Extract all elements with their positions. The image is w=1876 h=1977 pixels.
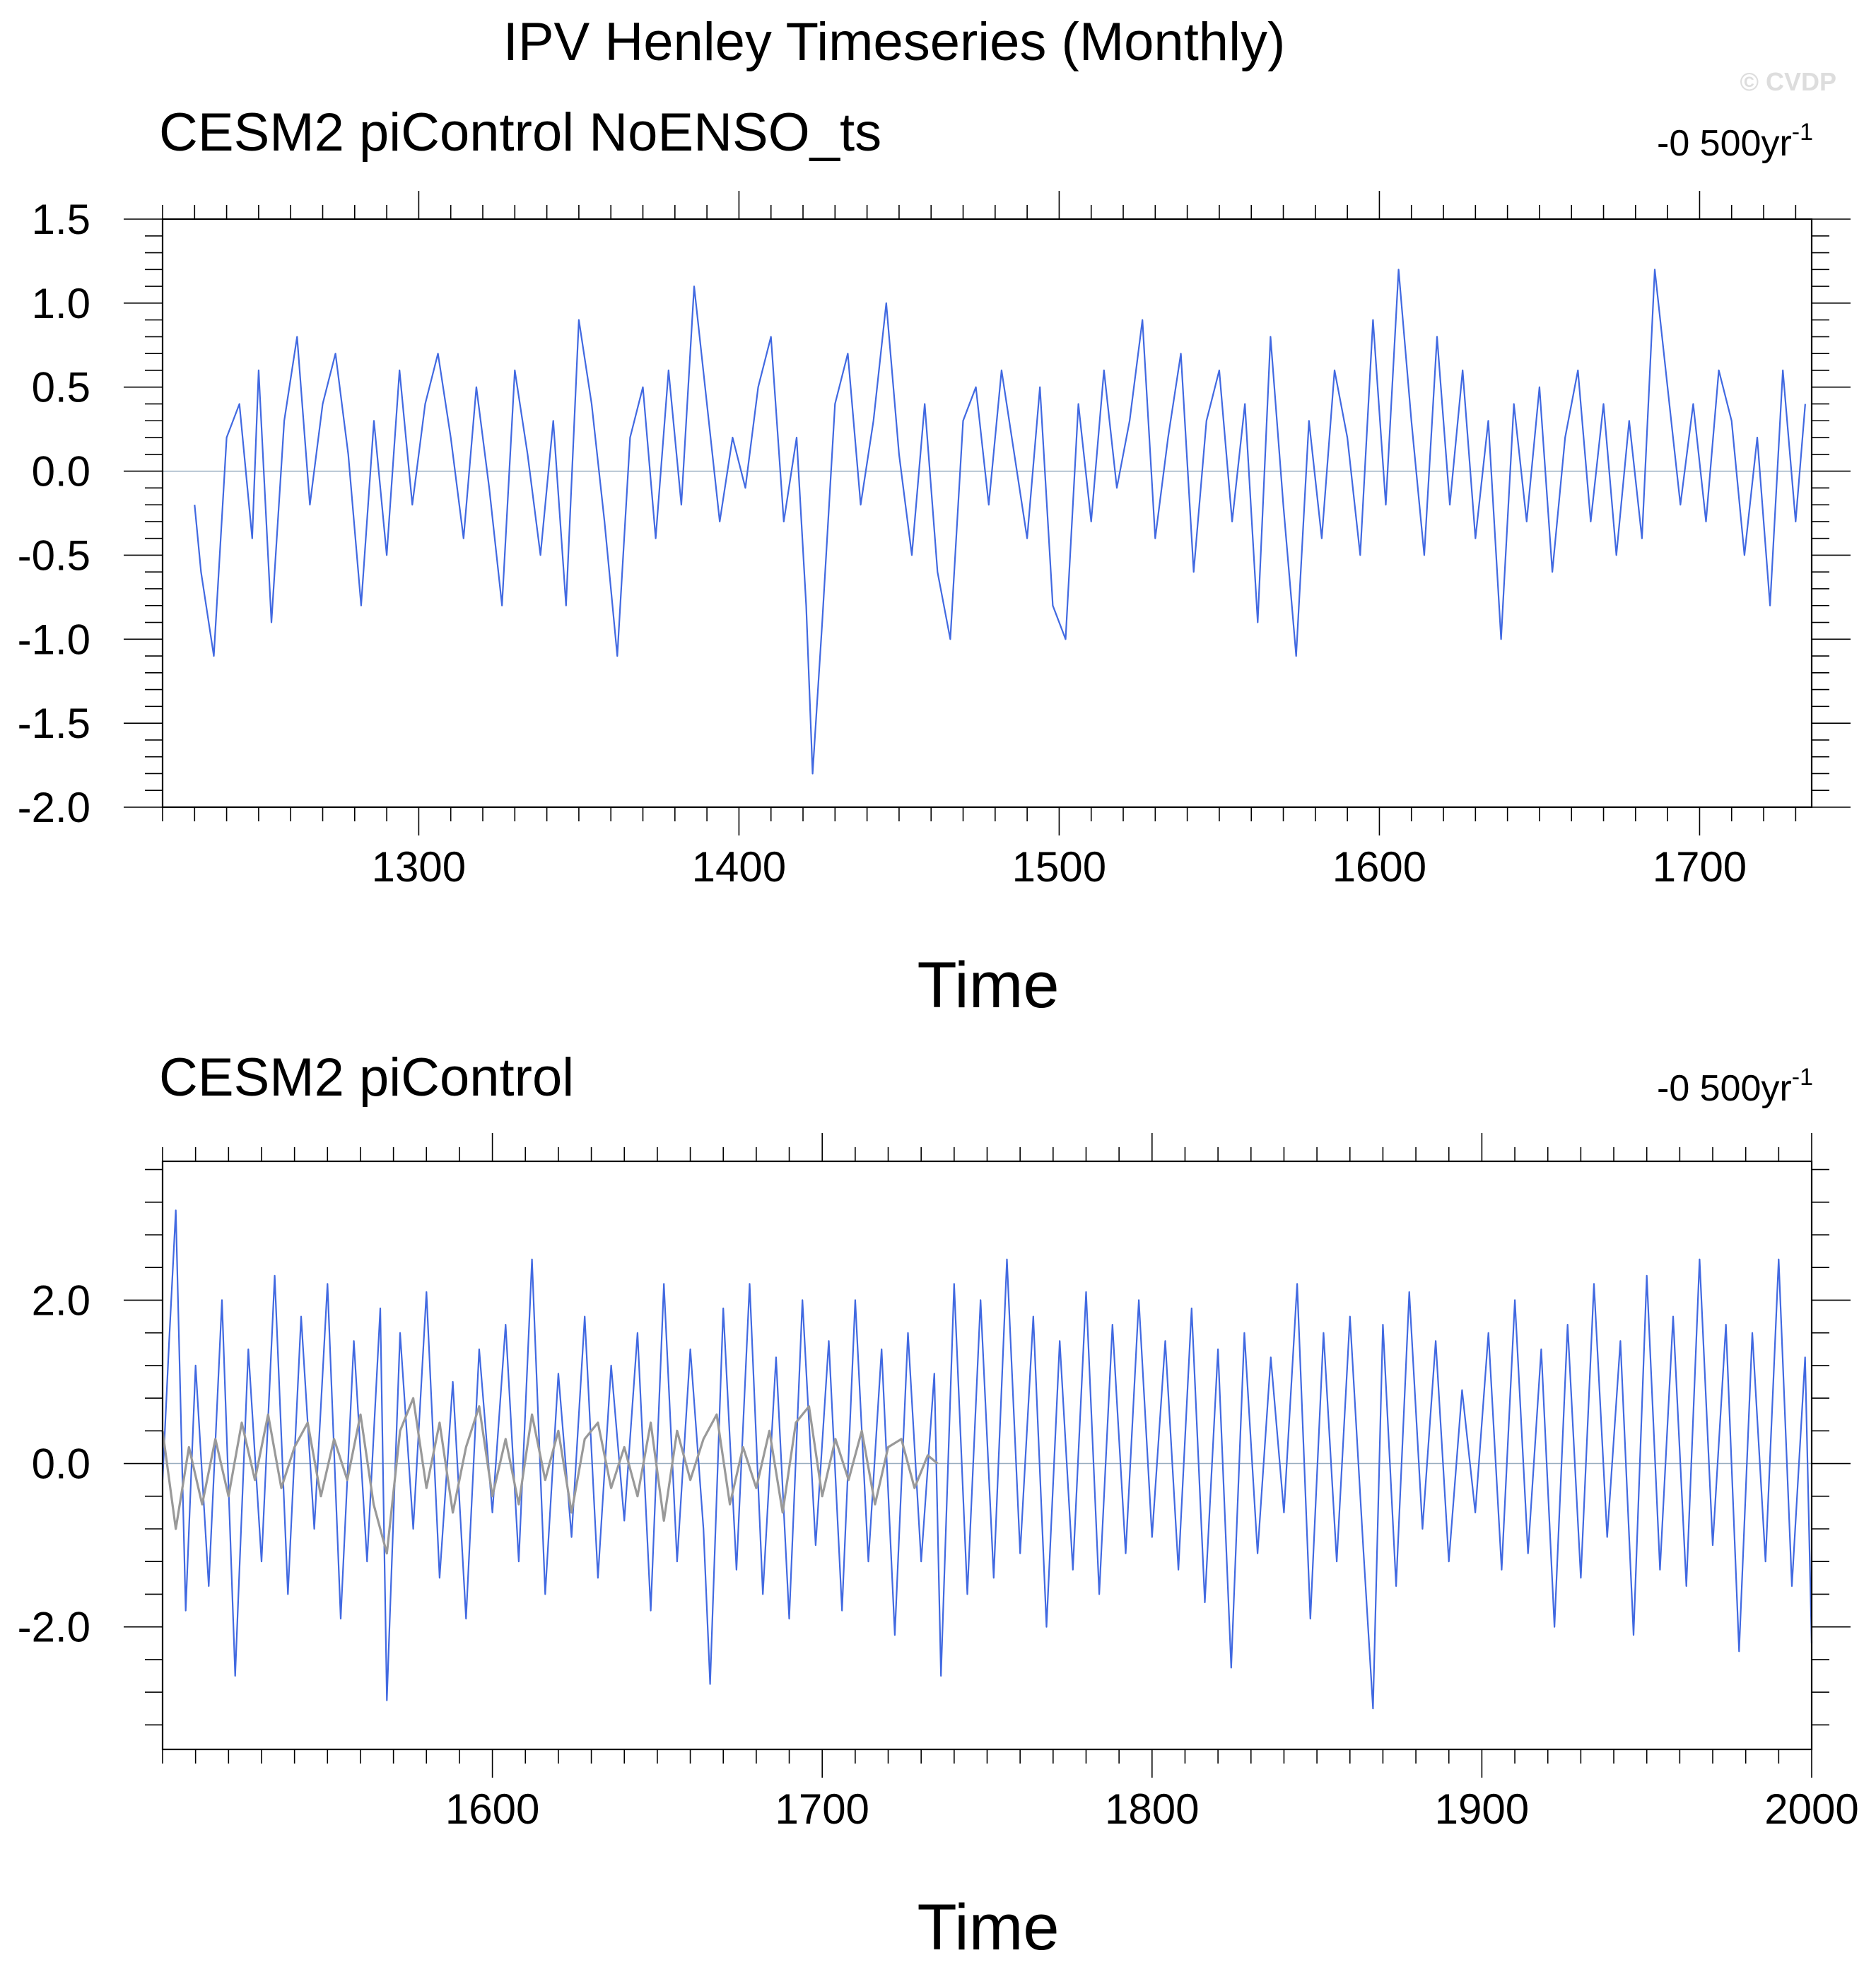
panel-top-trend-exponent: -1 [1792,119,1813,146]
y-tick-label: 0.5 [32,364,90,411]
y-tick-label: 0.0 [32,448,90,495]
y-tick-label: -1.0 [18,616,90,663]
panel-top-plot: 1300 1400 1500 1600 1700 -2.0 -1.5 -1.0 -0.5 0.0 0… [18,191,1851,891]
figure-title: IPV Henley Timeseries (Monthly) [503,12,1286,72]
panel-bottom-xlabel: Time [917,1891,1059,1964]
panel-top: CESM2 piControl NoENSO_ts -0 500yr-1 Tim… [18,102,1851,1021]
x-tick-label: 1400 [692,843,786,891]
x-tick-label: 1800 [1105,1785,1199,1833]
panel-top-title: CESM2 piControl NoENSO_ts [159,102,881,163]
y-tick-label: 2.0 [32,1277,90,1324]
panel-top-trend-value: -0 500yr [1657,123,1792,164]
panel-top-trend: -0 500yr-1 [1657,119,1813,164]
series-line-ipv [161,1209,1813,1710]
y-tick-label: -2.0 [18,784,90,831]
x-tick-label: 1600 [1332,843,1426,891]
panel-bottom-trend-value: -0 500yr [1657,1068,1792,1109]
watermark: © CVDP [1740,67,1836,96]
panel-top-xlabel: Time [917,949,1059,1021]
x-tick-label: 2000 [1764,1785,1858,1833]
series-line-noenso [161,1397,939,1555]
x-tick-label: 1500 [1012,843,1106,891]
y-tick-label: -0.5 [18,532,90,579]
y-tick-label: -1.5 [18,700,90,747]
y-tick-label: 0.0 [32,1441,90,1488]
x-tick-label: 1600 [445,1785,539,1833]
plot-frame [161,218,1813,809]
y-tick-label: 1.0 [32,280,90,327]
x-tick-label: 1700 [1653,843,1747,891]
x-tick-label: 1300 [372,843,466,891]
panel-bottom: CESM2 piControl -0 500yr-1 Time 1600 1700… [18,1048,1859,1964]
x-tick-label: 1700 [775,1785,869,1833]
y-tick-label: -2.0 [18,1604,90,1651]
y-tick-label: 1.5 [32,196,90,243]
panel-bottom-trend: -0 500yr-1 [1657,1064,1813,1109]
panel-bottom-title: CESM2 piControl [159,1048,574,1108]
series-line-ipv [194,269,1806,775]
panel-bottom-trend-exponent: -1 [1792,1064,1813,1091]
panel-bottom-plot: 1600 1700 1800 1900 2000 -2.0 0.0 2.0 [18,1133,1859,1833]
x-tick-label: 1900 [1435,1785,1529,1833]
